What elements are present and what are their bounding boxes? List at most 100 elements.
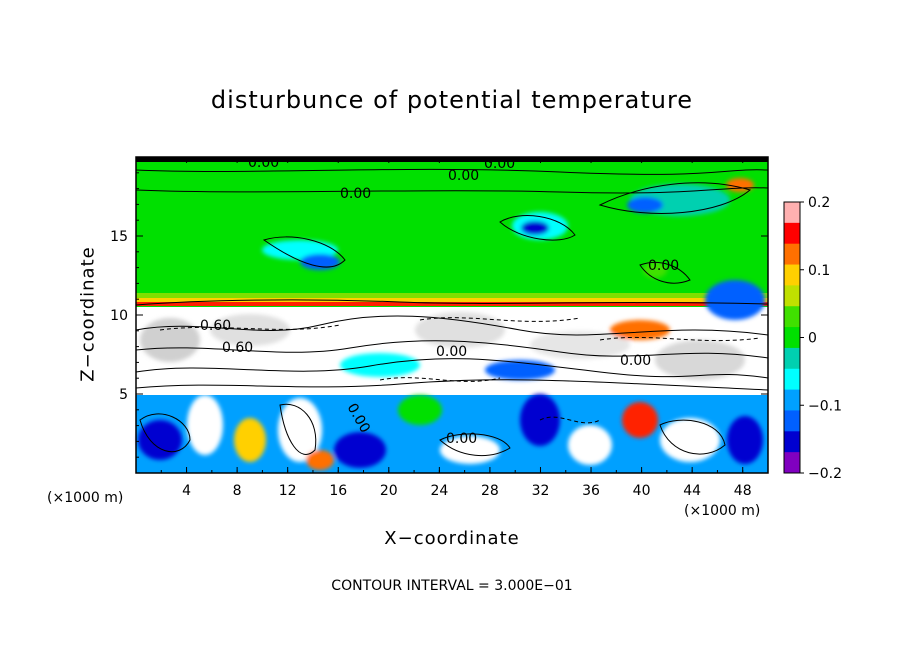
colorbar-swatch (784, 452, 800, 474)
low-blob-7 (440, 436, 500, 464)
blob-upper-5 (705, 280, 765, 320)
x-unit-label-left: (×1000 m) (47, 490, 124, 506)
colorbar-swatch (784, 222, 800, 245)
contour-upper-2 (135, 187, 769, 194)
contour-label: 0.00 (436, 344, 467, 360)
low-blob-9 (568, 425, 612, 465)
y-axis-label: Z−coordinate (77, 246, 99, 382)
contour-label: 0.00 (620, 353, 651, 369)
low-blob-1 (138, 420, 182, 460)
colorbar-swatch (784, 306, 800, 328)
low-blob-13 (306, 450, 334, 470)
colorbar-swatch (784, 431, 800, 453)
colorbar-swatch (784, 389, 800, 411)
contour-label: 0.60 (222, 340, 253, 356)
blob-upper-2b (521, 221, 549, 235)
top-dark-band (136, 157, 768, 162)
contour-low-4 (659, 419, 726, 455)
low-blob-2 (187, 395, 223, 455)
low-blob-6 (398, 395, 442, 425)
contour-dashed-5 (539, 416, 601, 424)
x-axis: 4 8 12 16 20 24 28 32 36 40 44 48 (160, 157, 752, 499)
contour-upper-6 (639, 261, 691, 284)
x-unit-label-right: (×1000 m) (684, 503, 761, 519)
contour-upper-3 (262, 236, 346, 268)
contour-label: 0.00 (340, 186, 371, 202)
low-blob-4 (278, 398, 322, 462)
colorbar-tick-label: 0.2 (808, 195, 830, 211)
contour-ridge (135, 299, 769, 306)
x-tick-label: 44 (683, 483, 701, 499)
contour-dashed-4 (379, 377, 501, 382)
x-tick-label: 8 (233, 483, 242, 499)
y-tick-label: 5 (119, 387, 128, 403)
contour-low-1 (139, 413, 191, 453)
heatmap-field: 0.00 0.00 0.00 0.00 0.00 0.60 0.60 0.00 … (135, 155, 769, 473)
mid-blob-8 (610, 320, 670, 340)
chart-title: disturbunce of potential temperature (210, 86, 694, 114)
x-tick-label: 32 (532, 483, 550, 499)
colorbar-swatch (784, 410, 800, 432)
contour-mid-2 (135, 340, 769, 359)
x-tick-label: 48 (734, 483, 752, 499)
mid-blob-3 (415, 312, 505, 348)
blob-upper-6 (643, 262, 667, 278)
colorbar-swatch (784, 264, 800, 286)
mid-blob-4 (530, 331, 630, 359)
contour-dashed-2 (419, 317, 581, 322)
contour-mid-4 (135, 379, 769, 391)
x-tick-label: 36 (582, 483, 600, 499)
low-blob-12 (727, 416, 763, 464)
mid-blob-1 (140, 318, 200, 362)
contour-upper-1 (135, 168, 769, 175)
blob-upper-1b (300, 254, 340, 270)
x-axis-label: X−coordinate (384, 528, 520, 549)
colorbar-tick-label: −0.1 (808, 398, 842, 414)
contour-dashed-3 (599, 336, 761, 342)
x-tick-label: 16 (329, 483, 347, 499)
contour-mid-3 (135, 358, 769, 379)
blob-upper-3b (627, 197, 663, 213)
colorbar-tick-label: 0 (808, 331, 817, 347)
contour-label: 0.60 (200, 318, 231, 334)
mid-blob-5 (655, 340, 745, 380)
colorbar: 0.2 0.1 0 −0.1 −0.2 (783, 195, 842, 482)
colorbar-swatch (784, 327, 800, 349)
contour-label: 0.00 (648, 258, 679, 274)
low-blob-11 (660, 418, 720, 462)
inversion-stripe-red (136, 302, 768, 306)
contour-label: 0.00 (446, 431, 477, 447)
contour-mid-1 (135, 315, 769, 336)
contour-label: 0.00 (448, 168, 479, 184)
x-tick-label: 12 (279, 483, 297, 499)
inversion-stripe-yellow (136, 298, 768, 302)
low-blob-3 (234, 418, 266, 462)
low-blob-5 (334, 432, 386, 468)
y-tick-label: 15 (110, 229, 128, 245)
low-blob-10 (622, 402, 658, 438)
contour-dashed-1 (159, 324, 341, 331)
x-tick-label: 40 (633, 483, 651, 499)
x-tick-label: 28 (481, 483, 499, 499)
colorbar-swatch (784, 285, 800, 307)
colorbar-tick-label: 0.1 (808, 263, 830, 279)
inversion-stripe-lime (136, 293, 768, 298)
colorbar-tick-label: −0.2 (808, 466, 842, 482)
x-tick-label: 24 (430, 483, 448, 499)
y-tick-label: 10 (110, 308, 128, 324)
contour-label: 0.00 (248, 155, 279, 171)
colorbar-swatch (784, 202, 800, 224)
contour-interval-note: CONTOUR INTERVAL = 3.000E−01 (331, 578, 573, 594)
contour-upper-4 (499, 215, 576, 241)
contour-label: 0.00 (484, 156, 515, 172)
x-tick-label: 20 (380, 483, 398, 499)
contour-low-3 (439, 433, 511, 457)
contour-low-2 (279, 403, 317, 455)
y-axis: 5 10 15 (110, 172, 768, 458)
contour-upper-5 (598, 182, 752, 214)
colorbar-swatch (784, 368, 800, 391)
colorbar-swatch (784, 347, 800, 370)
mid-blob-6 (340, 353, 420, 377)
colorbar-swatch (784, 243, 800, 266)
